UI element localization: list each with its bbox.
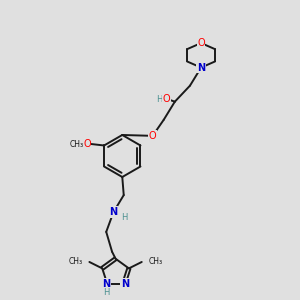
Text: H: H	[122, 213, 128, 222]
Text: N: N	[110, 207, 118, 217]
Text: O: O	[163, 94, 170, 104]
Text: CH₃: CH₃	[69, 257, 83, 266]
Text: O: O	[197, 38, 205, 48]
Text: CH₃: CH₃	[148, 257, 162, 266]
Text: H: H	[156, 95, 163, 104]
Text: N: N	[102, 279, 110, 289]
Text: CH₃: CH₃	[70, 140, 84, 148]
Text: H: H	[103, 288, 109, 297]
Text: N: N	[197, 63, 205, 73]
Text: O: O	[83, 139, 91, 149]
Text: O: O	[149, 131, 156, 141]
Text: N: N	[121, 279, 129, 289]
